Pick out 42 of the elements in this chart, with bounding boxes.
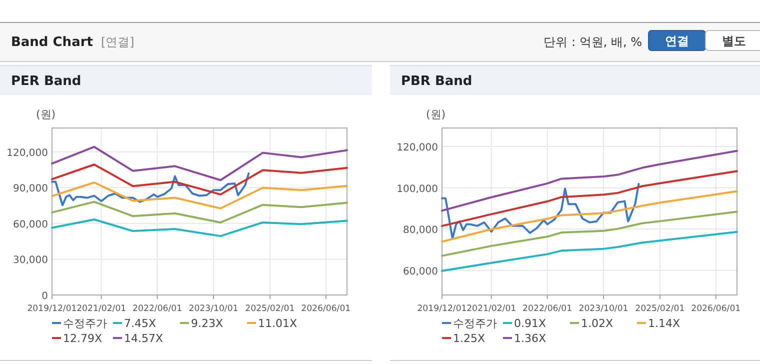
- legend-label: 1.25X: [453, 332, 486, 345]
- legend-label: 수정주가: [453, 317, 497, 330]
- x-tick-label: 2022/06/01: [522, 304, 572, 314]
- text: 별도: [722, 34, 746, 48]
- y-tick-label: 120,000: [6, 148, 48, 159]
- text: [연결]: [100, 35, 134, 49]
- legend-label: 14.57X: [124, 332, 164, 345]
- text: Band Chart: [11, 35, 93, 50]
- y-tick-label: 80,000: [403, 225, 438, 236]
- y-tick-label: 90,000: [13, 184, 48, 195]
- y-axis-title: (원): [426, 108, 446, 121]
- chart-title: PBR Band: [401, 74, 472, 89]
- y-tick-label: 100,000: [396, 184, 438, 195]
- y-tick-label: 0: [42, 291, 48, 302]
- x-tick-label: 2026/06/01: [301, 304, 351, 314]
- legend-label: 1.36X: [514, 332, 546, 345]
- x-tick-label: 2025/02/01: [245, 304, 295, 314]
- legend-label: 1.02X: [581, 317, 614, 330]
- y-axis-title: (원): [36, 108, 56, 121]
- x-tick-label: 2023/10/01: [188, 304, 238, 314]
- x-tick-label: 2023/10/01: [578, 304, 628, 314]
- y-tick-label: 60,000: [403, 266, 438, 278]
- legend-label: 1.14X: [648, 317, 680, 330]
- x-tick-label: 2019/12/01: [27, 304, 77, 314]
- y-tick-label: 30,000: [13, 255, 48, 266]
- legend-label: 11.01X: [258, 317, 298, 330]
- y-tick-label: 60,000: [13, 219, 48, 230]
- x-tick-label: 2021/02/01: [76, 304, 126, 314]
- chart-title: PER Band: [11, 74, 82, 89]
- legend-label: 12.79X: [63, 332, 102, 345]
- legend-label: 7.45X: [124, 317, 156, 330]
- text: 연결: [665, 34, 689, 48]
- x-tick-label: 2021/02/01: [466, 304, 516, 314]
- text: 단위 : 억원, 배, %: [544, 35, 642, 49]
- legend-label: 수정주가: [63, 317, 107, 330]
- x-tick-label: 2019/12/01: [417, 304, 467, 314]
- y-tick-label: 120,000: [396, 142, 438, 154]
- x-tick-label: 2025/02/01: [635, 304, 685, 314]
- x-tick-label: 2026/06/01: [691, 304, 741, 314]
- x-tick-label: 2022/06/01: [132, 304, 182, 314]
- legend-label: 9.23X: [191, 317, 224, 330]
- legend-label: 0.91X: [514, 317, 546, 330]
